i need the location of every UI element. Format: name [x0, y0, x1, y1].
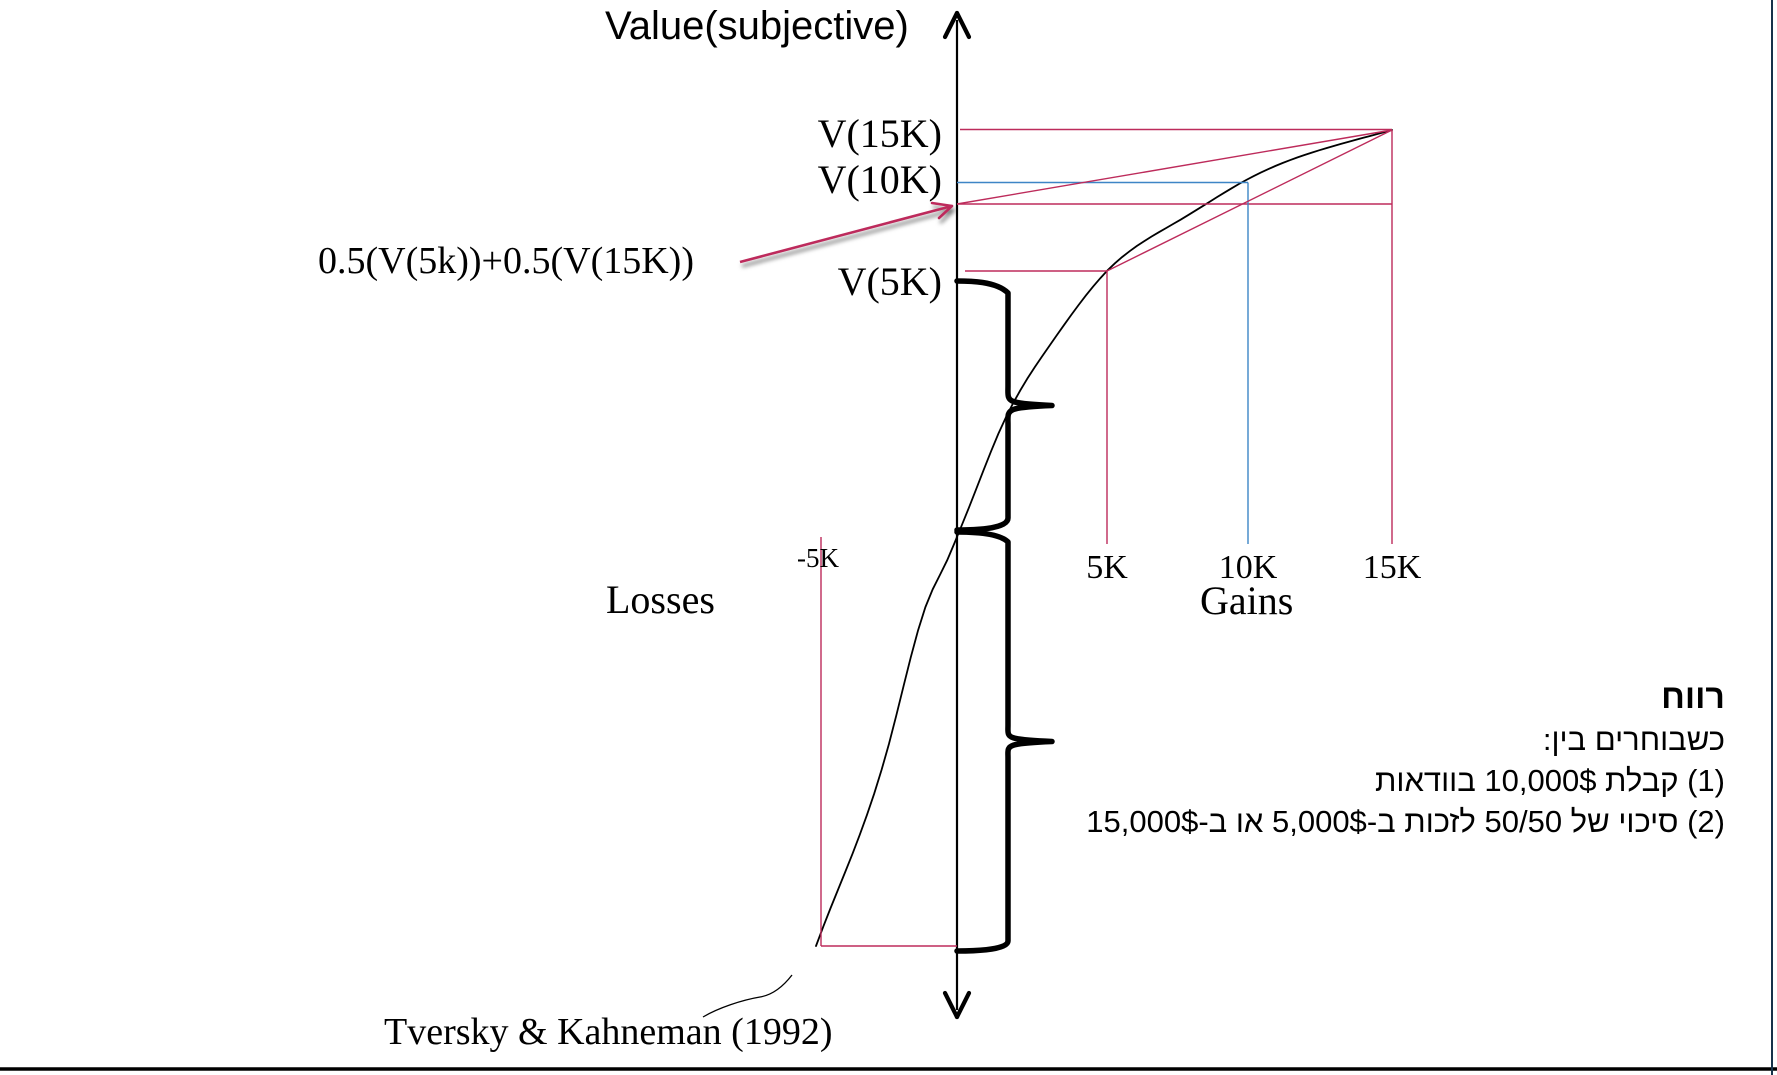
- svg-text:10K: 10K: [1219, 549, 1278, 586]
- svg-text:Tversky & Kahneman (1992): Tversky & Kahneman (1992): [384, 1011, 833, 1053]
- svg-text:15K: 15K: [1363, 549, 1422, 586]
- svg-text:-5K: -5K: [797, 543, 839, 573]
- svg-text:0.5(V(5k))+0.5(V(15K)): 0.5(V(5k))+0.5(V(15K)): [318, 240, 694, 282]
- svg-text:V(10K): V(10K): [818, 157, 942, 202]
- svg-text:Losses: Losses: [606, 577, 715, 622]
- svg-text:V(15K): V(15K): [818, 111, 942, 156]
- svg-text:5K: 5K: [1086, 549, 1128, 586]
- svg-text:V(5K): V(5K): [838, 259, 942, 304]
- svg-text:Value(subjective): Value(subjective): [605, 4, 909, 48]
